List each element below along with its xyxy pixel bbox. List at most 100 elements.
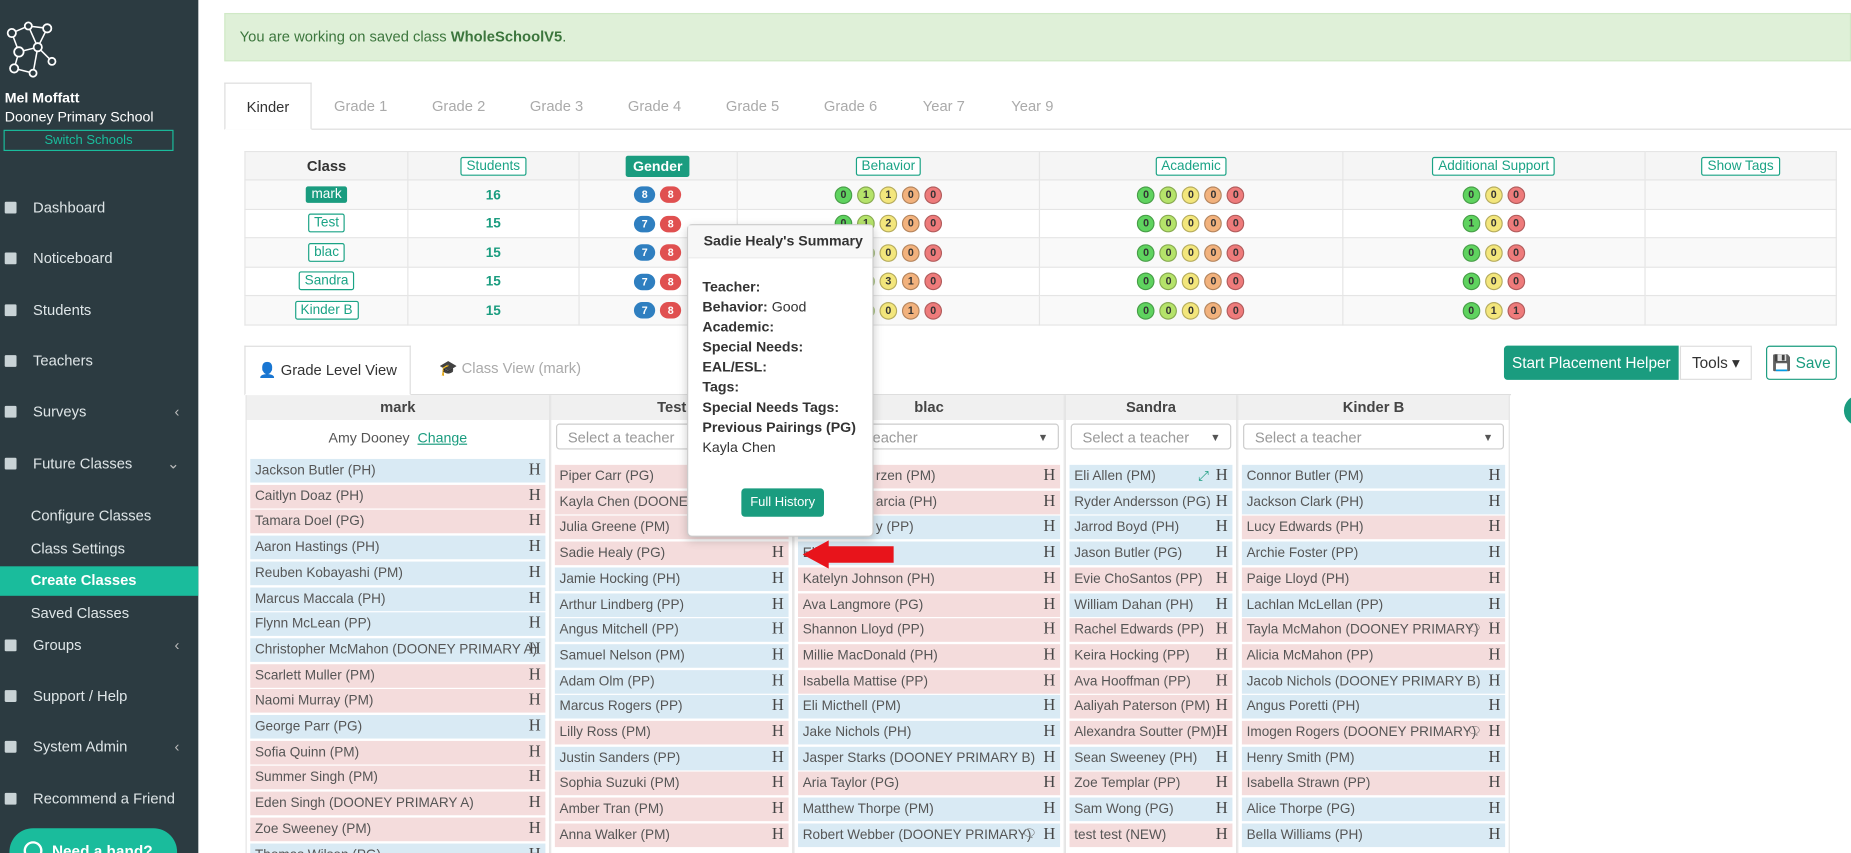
history-icon[interactable]: H <box>1488 748 1501 767</box>
history-icon[interactable]: H <box>528 538 541 556</box>
grade-tab[interactable]: Grade 2 <box>431 97 486 115</box>
student-row[interactable]: Jacob Nichols (DOONEY PRIMARY B) H <box>1241 669 1506 694</box>
tools-button[interactable]: Tools ▾ <box>1679 345 1752 380</box>
student-row[interactable]: Sam Wong (PG) H <box>1069 797 1233 822</box>
class-button[interactable]: Kinder B <box>294 300 359 320</box>
history-icon[interactable]: H <box>1215 467 1228 485</box>
nav-item[interactable]: System Admin ‹ <box>0 734 198 760</box>
history-icon[interactable]: H <box>771 825 784 844</box>
help-button[interactable]: Need a hand? <box>9 828 178 853</box>
history-icon[interactable]: H <box>1043 518 1056 537</box>
student-row[interactable]: Archie Foster (PP) H <box>1241 541 1506 566</box>
history-icon[interactable]: H <box>1215 595 1228 613</box>
history-icon[interactable]: H <box>1488 672 1501 690</box>
change-link[interactable]: Change <box>417 429 468 446</box>
student-row[interactable]: Justin Sanders (PP) H <box>554 746 789 771</box>
history-icon[interactable]: H <box>1488 543 1501 562</box>
student-row[interactable]: Naomi Murray (PM) H <box>250 689 546 713</box>
view-tab[interactable]: 👤 Grade Level View <box>244 345 411 396</box>
student-row[interactable]: Alexandra Soutter (PM) H <box>1069 720 1233 745</box>
history-icon[interactable]: H <box>1215 672 1228 690</box>
class-button[interactable]: blac <box>308 242 345 262</box>
history-icon[interactable]: H <box>1043 825 1056 844</box>
history-icon[interactable]: H <box>528 640 541 659</box>
student-row[interactable]: Eden Singh (DOONEY PRIMARY A) H <box>250 791 546 816</box>
history-icon[interactable]: H <box>771 646 784 665</box>
history-icon[interactable]: H <box>1488 595 1501 613</box>
history-icon[interactable]: H <box>1488 492 1501 511</box>
nav-item[interactable]: Dashboard <box>0 195 198 221</box>
student-row[interactable]: Zoe Templar (PP) H <box>1069 772 1233 796</box>
header-label[interactable]: Show Tags <box>1701 156 1780 176</box>
history-icon[interactable]: H <box>1215 800 1228 818</box>
history-icon[interactable]: H <box>1215 569 1228 588</box>
grade-tab[interactable]: Grade 3 <box>529 97 584 115</box>
nav-item[interactable]: Support / Help <box>0 683 198 709</box>
teacher-select[interactable]: Select a teacher ▼ <box>1070 423 1232 450</box>
student-row[interactable]: Robert Webber (DOONEY PRIMARY) 🗨 H <box>798 823 1061 847</box>
student-row[interactable]: Tamara Doel (PG) H <box>250 510 546 534</box>
student-row[interactable]: Shannon Lloyd (PP) H <box>798 618 1061 643</box>
nav-item[interactable]: Saved Classes <box>0 599 198 628</box>
history-icon[interactable]: H <box>1488 800 1501 818</box>
student-row[interactable]: Adam Olm (PP) H <box>554 669 789 694</box>
student-row[interactable]: Connor Butler (PM) H <box>1241 464 1506 489</box>
student-row[interactable]: Thomas Wilson (PG) H <box>250 842 546 853</box>
student-row[interactable]: Isabella Strawn (PP) H <box>1241 772 1506 796</box>
class-button[interactable]: Sandra <box>298 271 355 291</box>
history-icon[interactable]: H <box>1215 543 1228 562</box>
history-icon[interactable]: H <box>771 672 784 690</box>
nav-item[interactable]: Teachers <box>0 348 198 374</box>
switch-schools-button[interactable]: Switch Schools <box>3 129 174 152</box>
student-row[interactable]: Scarlett Muller (PM) H <box>250 663 546 688</box>
history-icon[interactable]: H <box>1215 492 1228 511</box>
history-icon[interactable]: H <box>528 794 541 812</box>
history-icon[interactable]: H <box>529 843 541 853</box>
student-row[interactable]: Jarrod Boyd (PH) H <box>1069 516 1233 540</box>
history-icon[interactable]: H <box>1043 595 1056 613</box>
student-row[interactable]: Henry Smith (PM) H <box>1241 746 1506 771</box>
student-row[interactable]: Marcus Maccala (PH) H <box>250 586 546 611</box>
history-icon[interactable]: H <box>1043 723 1056 741</box>
history-icon[interactable]: H <box>1043 774 1056 793</box>
student-row[interactable]: Millie MacDonald (PH) H <box>798 644 1061 668</box>
grade-tab[interactable]: Year 7 <box>922 97 965 115</box>
save-button[interactable]: 💾 Save <box>1766 345 1837 380</box>
history-icon[interactable]: H <box>528 614 541 633</box>
header-label[interactable]: Behavior <box>855 156 922 176</box>
grade-tab[interactable]: Grade 5 <box>725 97 780 115</box>
student-row[interactable]: Sofia Quinn (PM) H <box>250 740 546 765</box>
student-row[interactable]: Isabella Mattise (PP) H <box>798 669 1061 694</box>
history-icon[interactable]: H <box>1043 543 1056 562</box>
history-icon[interactable]: H <box>528 486 541 505</box>
history-icon[interactable]: H <box>1488 646 1501 665</box>
history-icon[interactable]: H <box>1488 697 1501 716</box>
history-icon[interactable]: H <box>1215 774 1228 793</box>
grade-tab[interactable]: Grade 6 <box>823 97 878 115</box>
history-icon[interactable]: H <box>1488 518 1501 537</box>
student-row[interactable]: Reuben Kobayashi (PM) H <box>250 561 546 585</box>
student-row[interactable]: Bella Williams (PH) H <box>1241 823 1506 847</box>
history-icon[interactable]: H <box>771 543 784 562</box>
student-row[interactable]: Jake Nichols (PH) H <box>798 720 1061 745</box>
history-icon[interactable]: H <box>771 697 784 716</box>
history-icon[interactable]: H <box>771 774 784 793</box>
student-row[interactable]: Imogen Rogers (DOONEY PRIMARY) 🗨 H <box>1241 720 1506 745</box>
student-row[interactable]: Anna Walker (PM) H <box>554 823 789 847</box>
student-row[interactable]: Alicia McMahon (PP) H <box>1241 644 1506 668</box>
student-row[interactable]: Keira Hocking (PP) H <box>1069 644 1233 668</box>
history-icon[interactable]: H <box>1043 646 1056 665</box>
history-icon[interactable]: H <box>528 691 541 710</box>
history-icon[interactable]: H <box>1043 467 1056 485</box>
history-icon[interactable]: H <box>528 563 541 582</box>
header-label[interactable]: Gender <box>625 155 690 177</box>
history-icon[interactable]: H <box>1488 774 1501 793</box>
student-row[interactable]: Angus Mitchell (PP) H <box>554 618 789 643</box>
nav-item[interactable]: Class Settings <box>0 534 198 563</box>
student-row[interactable]: Christopher McMahon (DOONEY PRIMARY A) H <box>250 638 546 662</box>
student-row[interactable]: Jackson Butler (PH) H <box>250 458 546 483</box>
student-row[interactable]: Tayla McMahon (DOONEY PRIMARY) 🗨 H <box>1241 618 1506 643</box>
student-row[interactable]: Jason Butler (PG) H <box>1069 541 1233 566</box>
student-row[interactable]: Arthur Lindberg (PP) H <box>554 592 789 617</box>
grade-tab[interactable]: Grade 1 <box>333 97 388 115</box>
